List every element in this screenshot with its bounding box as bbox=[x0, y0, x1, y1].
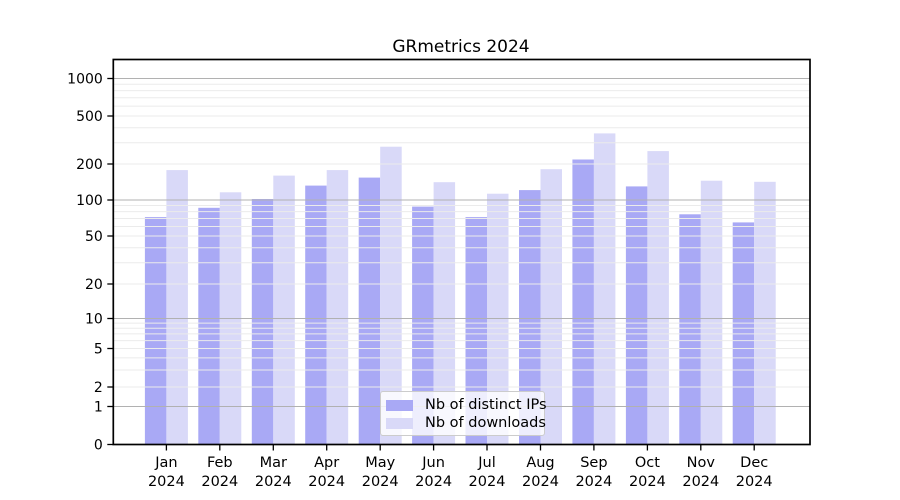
legend-label-downloads: Nb of downloads bbox=[425, 415, 546, 431]
bar-nb-of-downloads-jul bbox=[487, 193, 509, 445]
y-tick-label: 20 bbox=[85, 277, 103, 293]
bar-nb-of-downloads-sep bbox=[593, 133, 616, 445]
bar-nb-of-distinct-ips-feb bbox=[198, 207, 220, 445]
x-tick-label: Apr 2024 bbox=[308, 455, 345, 490]
bar-nb-of-downloads-nov bbox=[700, 180, 723, 445]
y-tick-label: 5 bbox=[94, 342, 103, 358]
legend: Nb of distinct IPs Nb of downloads bbox=[380, 391, 547, 436]
y-tick-label: 10 bbox=[85, 312, 103, 328]
x-tick-label: Mar 2024 bbox=[255, 455, 292, 490]
bar-nb-of-distinct-ips-mar bbox=[251, 199, 274, 445]
y-tick-label: 500 bbox=[76, 109, 103, 125]
x-tick-label: Jun 2024 bbox=[415, 455, 452, 490]
bar-nb-of-distinct-ips-may bbox=[358, 177, 381, 445]
legend-item-downloads: Nb of downloads bbox=[386, 415, 546, 431]
bar-nb-of-downloads-oct bbox=[647, 151, 669, 445]
bar-nb-of-downloads-dec bbox=[754, 181, 776, 445]
y-tick-label: 2 bbox=[94, 380, 103, 396]
axes-layer bbox=[107, 58, 811, 451]
gridlines-layer bbox=[113, 78, 810, 407]
bar-nb-of-distinct-ips-jun bbox=[412, 206, 434, 445]
y-tick-label: 1 bbox=[94, 400, 103, 416]
y-tick-label: 1000 bbox=[67, 72, 103, 88]
legend-swatch-distinct-ips-icon bbox=[386, 399, 413, 411]
bar-nb-of-downloads-apr bbox=[326, 170, 349, 445]
bar-nb-of-downloads-jan bbox=[166, 170, 188, 445]
bar-nb-of-distinct-ips-apr bbox=[305, 185, 327, 445]
x-tick-label: Nov 2024 bbox=[682, 455, 719, 490]
x-tick-label: Dec 2024 bbox=[736, 455, 773, 490]
legend-label-distinct-ips: Nb of distinct IPs bbox=[425, 397, 547, 413]
y-tick-label: 50 bbox=[85, 229, 103, 245]
bar-nb-of-downloads-mar bbox=[273, 175, 295, 445]
bar-nb-of-distinct-ips-jul bbox=[465, 217, 487, 445]
y-tick-label: 100 bbox=[76, 193, 103, 209]
x-tick-label: Sep 2024 bbox=[575, 455, 612, 490]
tick-labels-layer: 0 1 2 5 10 20 50 100 200 500 1000 Jan 2024 Feb 2024 Mar… bbox=[67, 72, 772, 491]
bar-nb-of-distinct-ips-aug bbox=[519, 190, 541, 445]
bar-nb-of-downloads-aug bbox=[540, 169, 562, 445]
y-tick-label: 0 bbox=[94, 438, 103, 454]
x-tick-label: May 2024 bbox=[362, 455, 399, 490]
x-tick-label: Oct 2024 bbox=[629, 455, 666, 490]
bar-nb-of-distinct-ips-jan bbox=[144, 217, 167, 445]
x-tick-label: Jul 2024 bbox=[469, 455, 506, 490]
bar-nb-of-distinct-ips-oct bbox=[625, 186, 648, 445]
x-tick-label: Aug 2024 bbox=[522, 455, 559, 490]
x-tick-label: Jan 2024 bbox=[148, 455, 185, 490]
bar-nb-of-distinct-ips-nov bbox=[679, 214, 701, 445]
legend-swatch-downloads-icon bbox=[386, 417, 413, 429]
x-tick-label: Feb 2024 bbox=[201, 455, 238, 490]
chart-title: GRmetrics 2024 bbox=[392, 37, 529, 57]
legend-item-distinct-ips: Nb of distinct IPs bbox=[386, 397, 547, 413]
axes-spines bbox=[112, 58, 811, 446]
y-tick-label: 200 bbox=[76, 157, 103, 173]
bar-nb-of-distinct-ips-sep bbox=[572, 159, 594, 445]
